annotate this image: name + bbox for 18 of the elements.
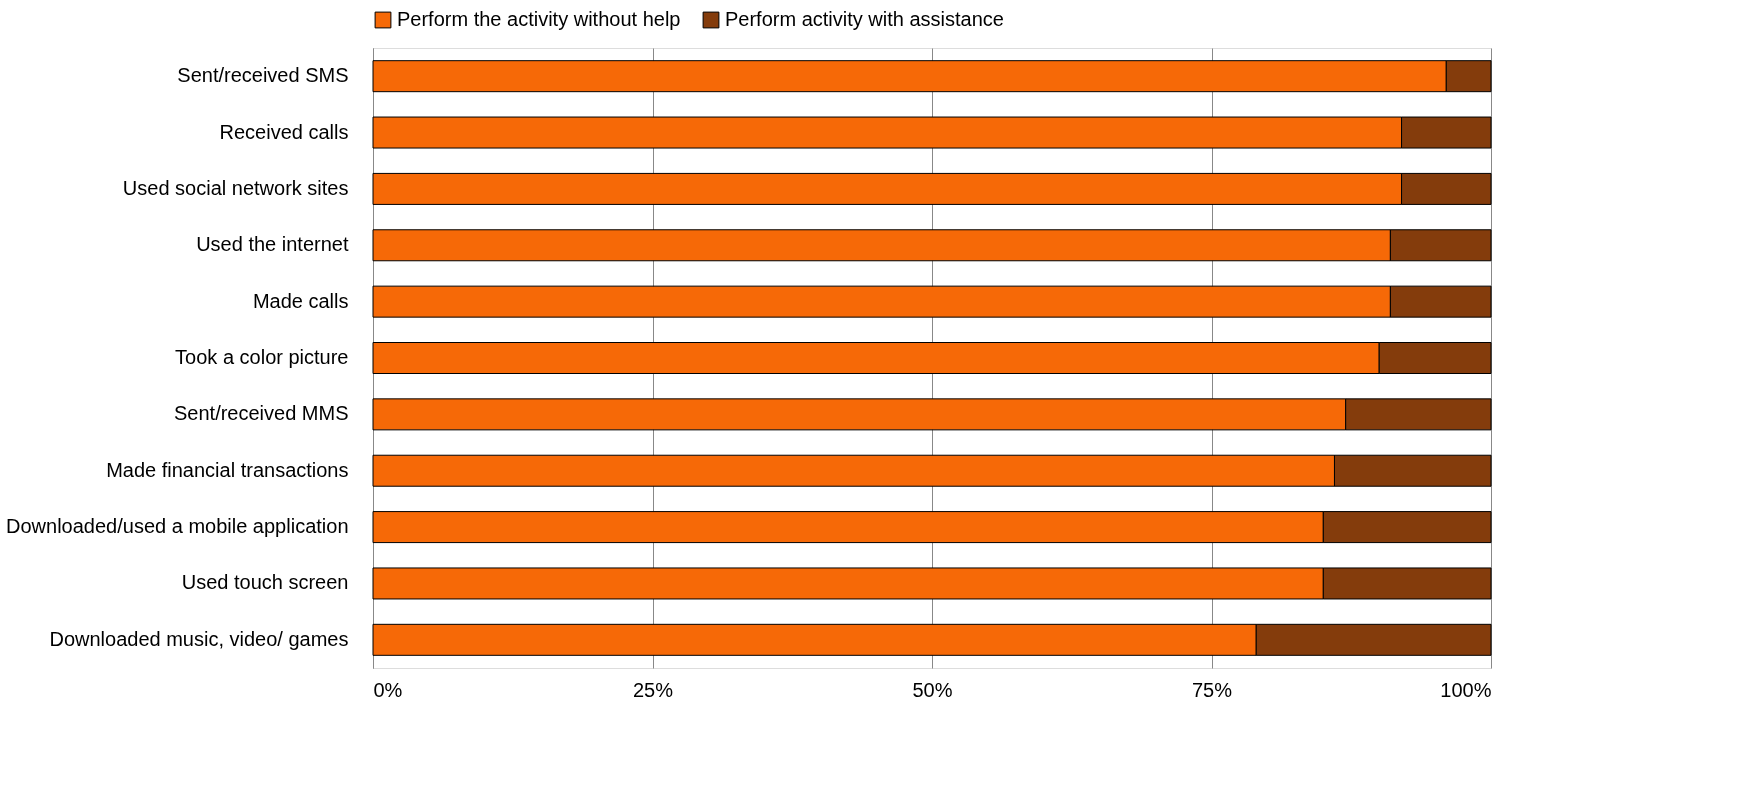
x-tick-label: 50% [912, 678, 953, 701]
y-tick-label: Used social network sites [122, 176, 349, 199]
y-tick-label: Sent/received MMS [173, 402, 349, 425]
legend-label: Perform activity with assistance [725, 8, 1004, 30]
y-tick-label: Made financial transactions [106, 458, 349, 481]
y-tick-label: Downloaded/used a mobile application [6, 515, 349, 538]
y-tick-label: Made calls [252, 289, 349, 312]
legend-label: Perform the activity without help [397, 8, 681, 30]
x-tick-label: 25% [632, 678, 674, 701]
x-tick-label: 0% [373, 678, 403, 701]
x-tick-label: 100% [1440, 678, 1492, 701]
y-tick-label: Downloaded music, video/ games [49, 627, 349, 650]
y-tick-label: Received calls [219, 120, 349, 143]
y-tick-label: Used touch screen [181, 571, 349, 594]
y-tick-label: Used the internet [196, 233, 349, 256]
y-tick-label: Took a color picture [175, 346, 349, 368]
y-tick-label: Sent/received SMS [177, 64, 349, 87]
x-tick-label: 75% [1191, 678, 1233, 701]
